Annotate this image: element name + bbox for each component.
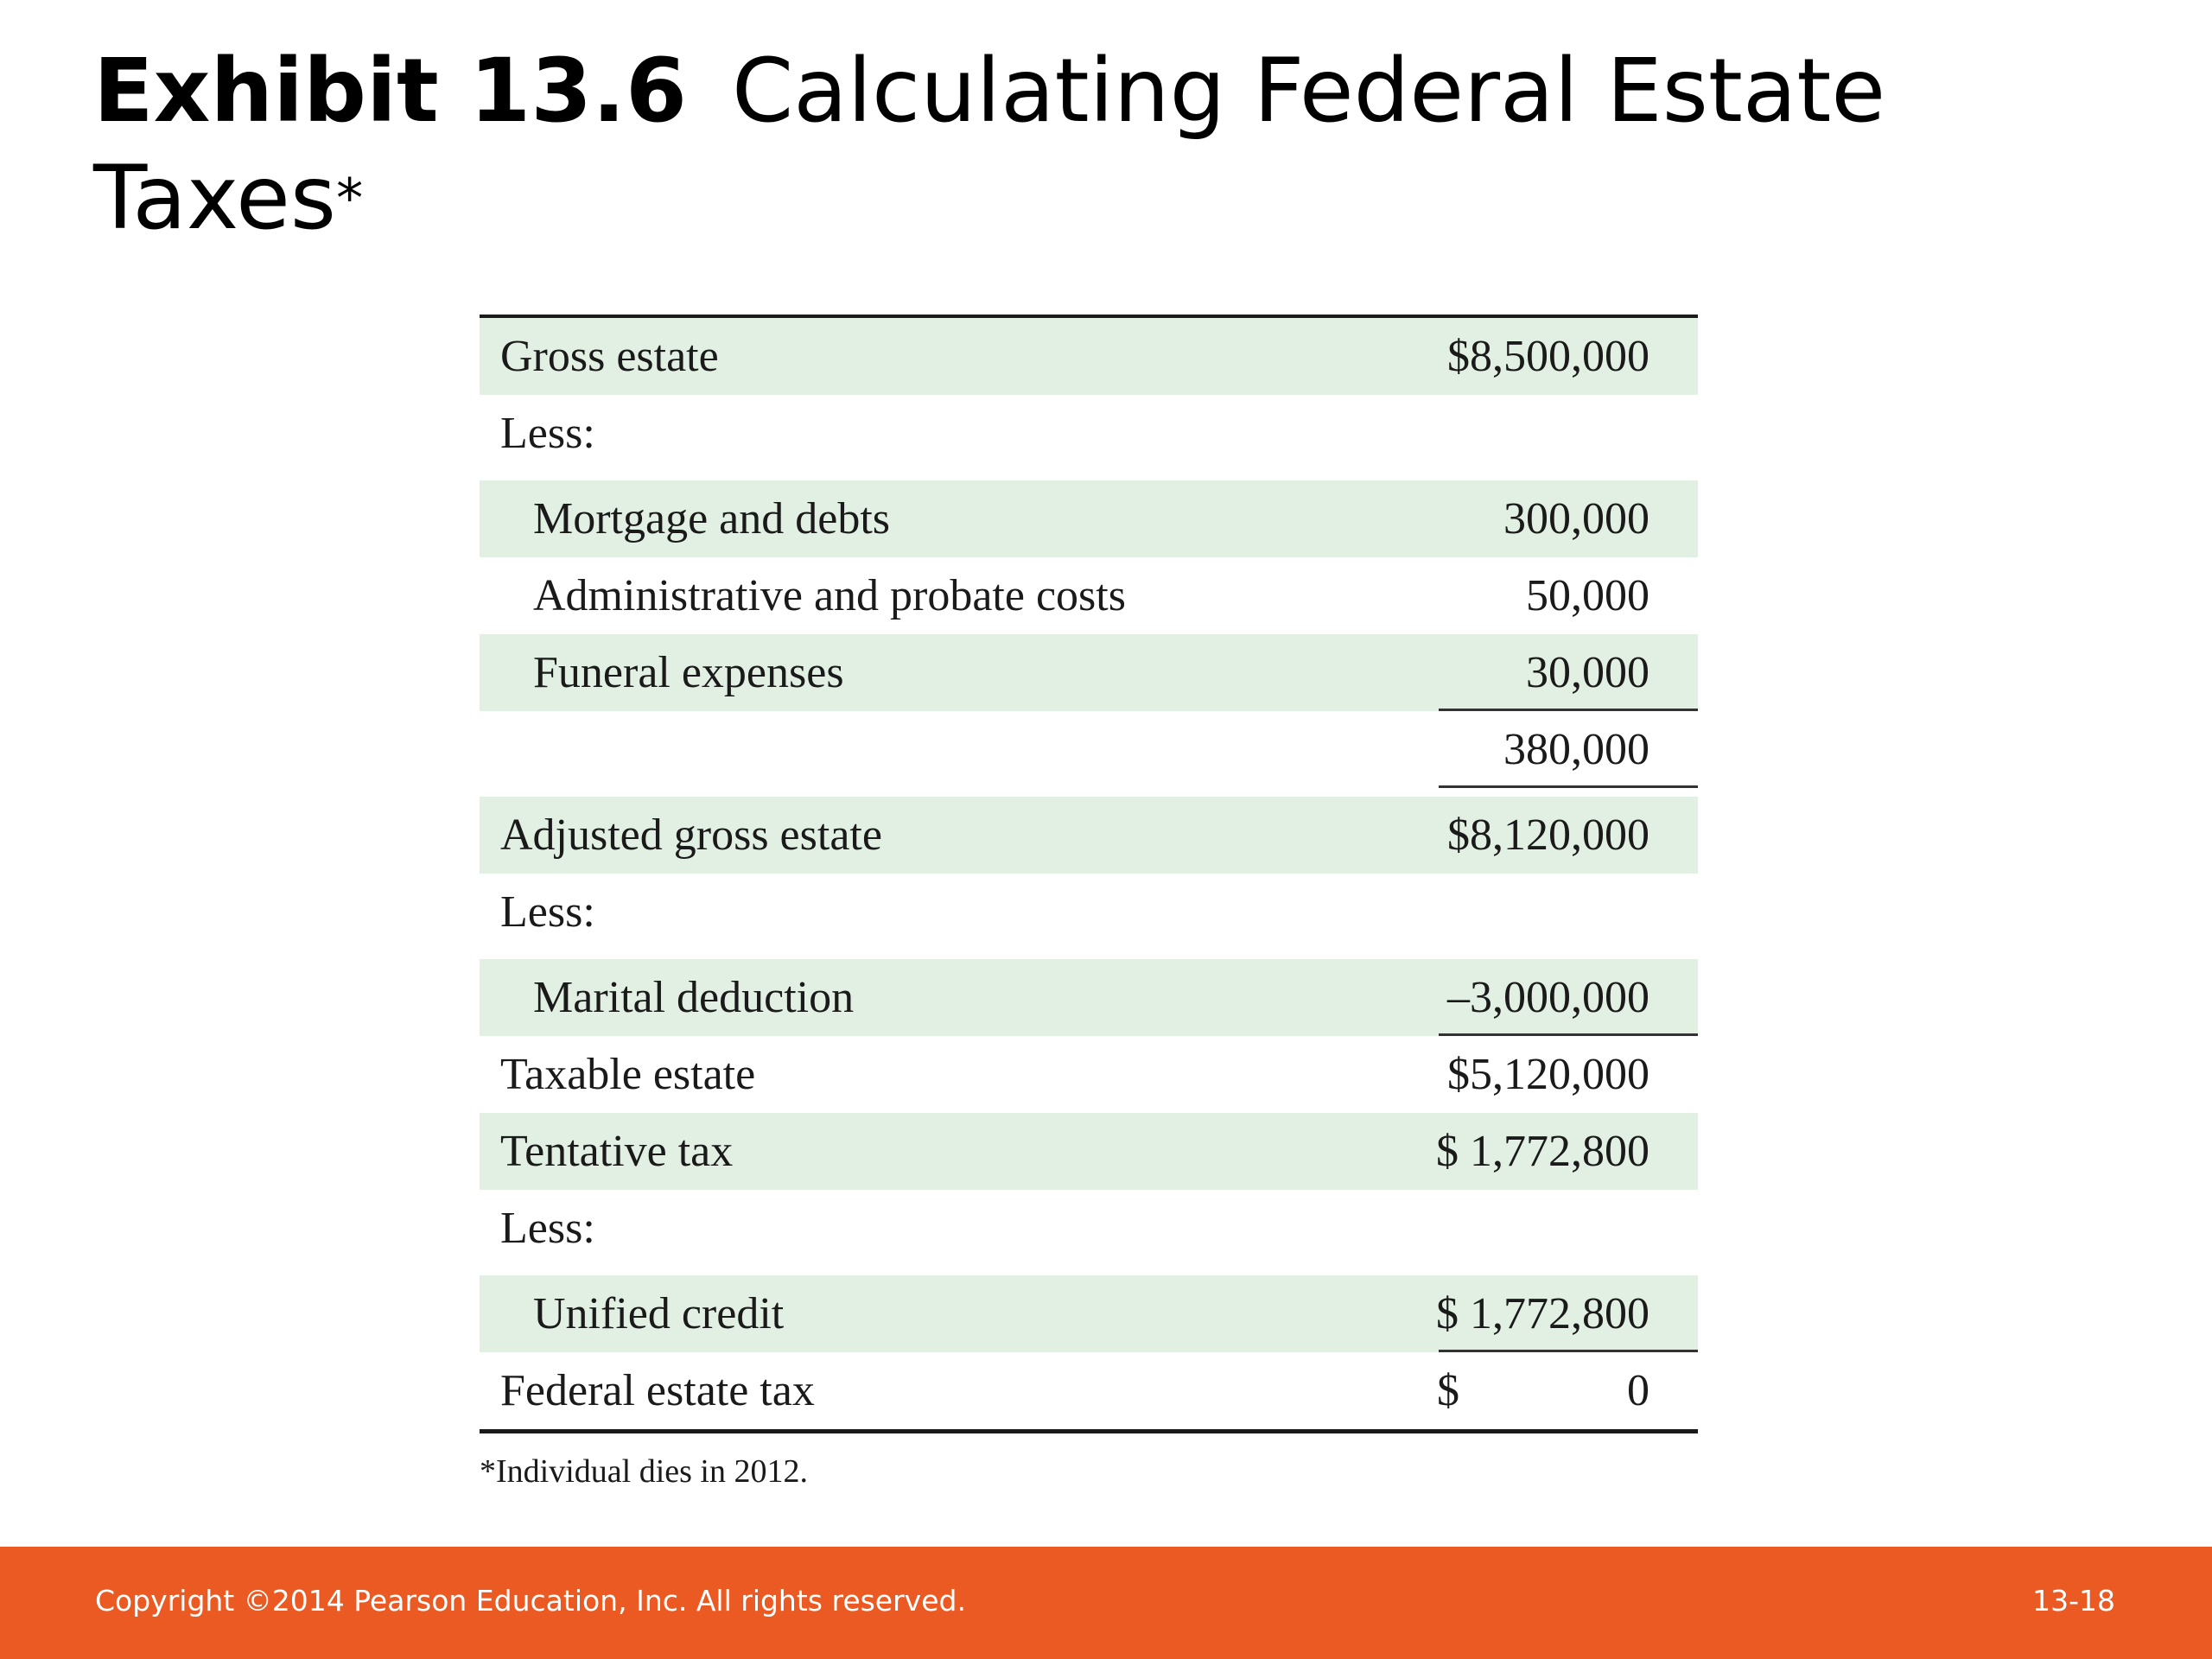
row-dollar-sign: $	[1437, 1366, 1459, 1415]
copyright-text: Copyright ©2014 Pearson Education, Inc. …	[95, 1584, 966, 1618]
row-label: Gross estate	[500, 332, 719, 381]
table-footnote: *Individual dies in 2012.	[480, 1453, 808, 1490]
row-label: Adjusted gross estate	[500, 810, 882, 860]
footer-bar: Copyright ©2014 Pearson Education, Inc. …	[0, 1547, 2212, 1659]
table-row-taxable-estate: Taxable estate $5,120,000	[480, 1036, 1698, 1113]
row-label: Administrative and probate costs	[533, 571, 1126, 620]
row-value: $ 1,772,800	[1436, 1289, 1649, 1338]
title-line-1: Exhibit 13.6 Calculating Federal Estate	[93, 38, 2081, 145]
table-row-admin-costs: Administrative and probate costs 50,000	[480, 557, 1698, 634]
row-label: Less:	[500, 409, 595, 458]
page-number: 13-18	[2032, 1584, 2115, 1618]
row-value: 300,000	[1503, 494, 1649, 543]
row-label: Mortgage and debts	[533, 494, 891, 543]
row-label: Tentative tax	[500, 1127, 734, 1176]
row-label: Less:	[500, 1204, 595, 1253]
table-row-mortgage: Mortgage and debts 300,000	[480, 480, 1698, 557]
estate-tax-table: Gross estate $8,500,000 Less: Mortgage a…	[480, 315, 1698, 1491]
table-row-subtotal: 380,000	[480, 711, 1698, 788]
row-label: Funeral expenses	[533, 648, 844, 697]
table-row-less: Less:	[480, 1190, 1698, 1267]
slide-title: Exhibit 13.6 Calculating Federal Estate T…	[93, 38, 2081, 252]
title-text-continued: Taxes	[93, 147, 337, 250]
table-row-less: Less:	[480, 395, 1698, 472]
title-text: Calculating Federal Estate	[731, 40, 1886, 143]
row-value: $ 1,772,800	[1436, 1127, 1649, 1176]
row-value: $8,500,000	[1447, 332, 1649, 381]
table-row-funeral: Funeral expenses 30,000	[480, 634, 1698, 711]
row-label: Taxable estate	[500, 1050, 756, 1099]
row-value: $5,120,000	[1447, 1050, 1649, 1099]
table-row-unified-credit: Unified credit $ 1,772,800	[480, 1275, 1698, 1352]
exhibit-number: Exhibit 13.6	[93, 40, 687, 143]
title-asterisk: *	[336, 167, 364, 230]
row-label: Unified credit	[533, 1289, 785, 1338]
table-top-rule	[480, 315, 1698, 318]
title-line-2: Taxes*	[93, 145, 2081, 252]
table-bottom-rule	[480, 1429, 1698, 1433]
table-row-marital-deduction: Marital deduction –3,000,000	[480, 959, 1698, 1036]
row-value: –3,000,000	[1447, 973, 1649, 1022]
table-row-tentative-tax: Tentative tax $ 1,772,800	[480, 1113, 1698, 1190]
table-row-federal-estate-tax: Federal estate tax $ 0	[480, 1352, 1698, 1429]
row-value: 30,000	[1526, 648, 1649, 697]
table-row-gross-estate: Gross estate $8,500,000	[480, 318, 1698, 395]
row-value: 50,000	[1526, 571, 1649, 620]
row-label: Less:	[500, 887, 595, 937]
row-value: 380,000	[1503, 725, 1649, 774]
row-label: Federal estate tax	[500, 1366, 815, 1415]
table-row-adjusted-gross: Adjusted gross estate $8,120,000	[480, 797, 1698, 874]
table-row-less: Less:	[480, 874, 1698, 950]
row-value: $8,120,000	[1447, 810, 1649, 860]
row-label: Marital deduction	[533, 973, 855, 1022]
row-value: 0	[1627, 1366, 1649, 1415]
